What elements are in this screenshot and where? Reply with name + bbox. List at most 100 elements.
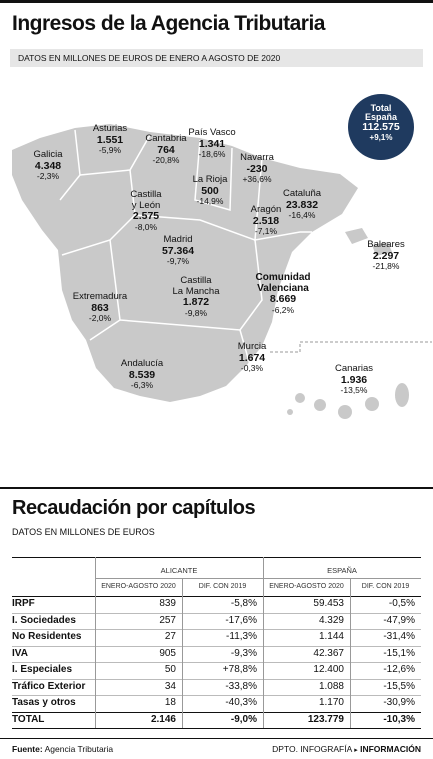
row-rule: [12, 612, 421, 614]
cell: -30,9%: [383, 697, 415, 708]
canarias-frame: [270, 341, 432, 353]
region-name: Canarias: [334, 363, 374, 374]
region-name: Galicia: [33, 149, 63, 160]
source: Fuente: Agencia Tributaria: [12, 744, 113, 754]
region-label: Cantabria 764 -20,8%: [145, 133, 187, 166]
total-name: España: [364, 112, 398, 122]
row-label: I. Sociedades: [12, 614, 76, 626]
total-label: Total España 112.575 +9,1%: [362, 104, 399, 143]
region-label: País Vasco 1.341 -18,6%: [188, 127, 236, 160]
region-name: Cantabria: [145, 133, 187, 144]
region-name: Castilla: [180, 275, 212, 286]
region-name: Asturias: [92, 123, 128, 134]
cell: 4.329: [318, 614, 344, 626]
cell: -47,9%: [383, 614, 415, 626]
region-label: Castilla y León 2.575 -8,0%: [130, 189, 161, 232]
canarias: [287, 383, 409, 419]
column-header: ENERO-AGOSTO 2020: [101, 583, 176, 590]
region-value: 2.518: [252, 214, 280, 227]
total-value: 112.575: [362, 121, 400, 133]
region-label: Navarra -230 +36,6%: [240, 152, 274, 185]
region-label: Andalucía 8.539 -6,3%: [120, 358, 164, 391]
total-badge: [348, 94, 414, 160]
region-change: -6,2%: [271, 304, 295, 315]
group-header: ALICANTE: [160, 566, 198, 575]
region-value: 1.872: [182, 296, 210, 308]
table-title: Recaudación por capítulos: [12, 497, 256, 519]
cell: 12.400: [313, 664, 344, 675]
region-value: 57.364: [161, 244, 195, 257]
region-label: Aragón 2.518 -7,1%: [251, 204, 282, 237]
column-rule: [350, 578, 351, 728]
cell: -9,0%: [230, 713, 257, 725]
region-change: -7,1%: [254, 226, 278, 236]
total-change: +9,1%: [369, 132, 393, 142]
region-name: Navarra: [240, 152, 274, 163]
region-name: Murcia: [237, 341, 267, 352]
region-change: -14,9%: [196, 196, 224, 206]
region-label: Madrid 57.364 -9,7%: [161, 234, 195, 267]
column-rule: [182, 578, 183, 728]
cell: -33,8%: [225, 680, 257, 692]
column-header: ENERO-AGOSTO 2020: [269, 583, 344, 590]
region-name: Valenciana: [257, 282, 309, 294]
top-rule: [0, 0, 433, 3]
region-label: La Rioja 500 -14,9%: [192, 174, 228, 207]
region-label: Cataluña 23.832 -16,4%: [282, 188, 322, 221]
region-value: 8.669: [269, 293, 297, 305]
region-value: 764: [157, 143, 175, 156]
row-rule: [12, 645, 421, 647]
column-header: DIF. CON 2019: [198, 583, 247, 590]
cell: 905: [159, 647, 176, 659]
column-header: DIF. CON 2019: [361, 583, 410, 590]
baleares: [345, 228, 368, 244]
region-value: 2.297: [372, 249, 400, 262]
title: Ingresos de la Agencia Tributaria: [12, 12, 326, 35]
cell: -15,1%: [383, 647, 415, 659]
region-name: Andalucía: [120, 358, 164, 369]
region-change: -21,8%: [372, 261, 400, 271]
brand: INFORMACIÓN: [360, 744, 421, 754]
region-value: -230: [246, 162, 268, 175]
region-name: Extremadura: [72, 291, 128, 302]
row-label: IVA: [12, 647, 28, 659]
region-name: La Rioja: [192, 174, 228, 185]
row-rule: [12, 662, 421, 663]
footer-rule: [0, 738, 433, 739]
region-change: -18,6%: [198, 149, 226, 159]
credit: DPTO. INFOGRAFÍA ▸ INFORMACIÓN: [272, 744, 421, 754]
cell: 59.453: [313, 598, 344, 609]
section-rule: [0, 487, 433, 489]
region-change: -20,8%: [152, 155, 180, 165]
cell: -9,3%: [230, 647, 257, 659]
row-rule: [12, 596, 421, 597]
row-rule: [12, 629, 421, 630]
cell: 839: [159, 598, 176, 609]
region-label: Comunidad Valenciana 8.669 -6,2%: [255, 272, 311, 315]
region-change: -9,8%: [184, 307, 208, 318]
region-change: -16,4%: [288, 210, 316, 220]
cell: 34: [164, 680, 176, 692]
region-name: País Vasco: [188, 127, 236, 138]
region-value: 1.674: [238, 351, 266, 364]
region-value: 4.348: [34, 159, 62, 172]
region-change: -13,5%: [340, 385, 368, 395]
row-label: Tasas y otros: [12, 697, 76, 708]
cell: 123.779: [307, 713, 344, 725]
table-rule: [12, 728, 421, 729]
region-label: Galicia 4.348 -2,3%: [33, 149, 63, 182]
region-label: Extremadura 863 -2,0%: [72, 291, 128, 324]
region-name: Comunidad: [255, 272, 311, 283]
column-rule: [263, 557, 264, 728]
map: [12, 94, 432, 419]
region-name: Cataluña: [282, 188, 322, 199]
source-label: Fuente:: [12, 744, 43, 754]
region-borders: [59, 129, 312, 366]
row-rule: [12, 678, 421, 680]
column-rule: [95, 557, 96, 728]
region-name: Baleares: [367, 239, 405, 250]
region-value: 500: [201, 184, 219, 197]
region-label: Canarias 1.936 -13,5%: [334, 363, 374, 396]
region-change: -2,0%: [88, 313, 112, 323]
